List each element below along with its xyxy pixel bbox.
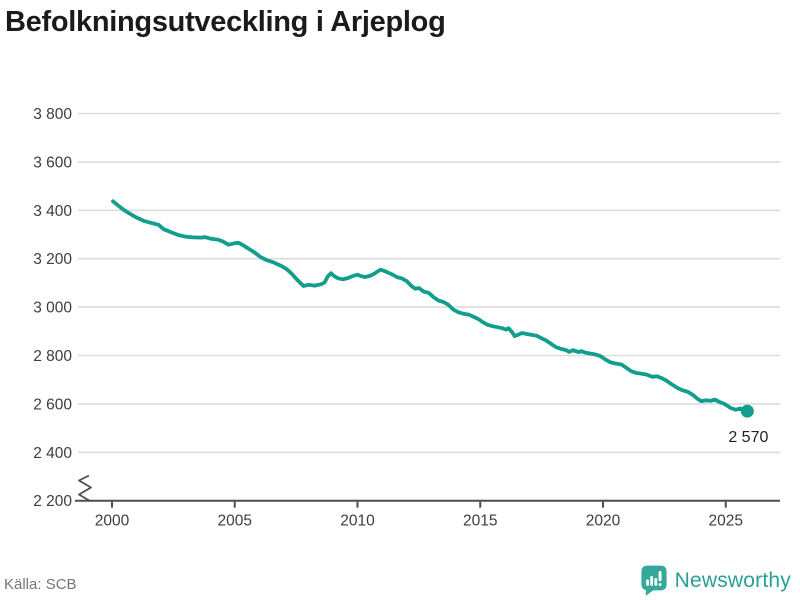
x-axis-tick-label: 2000 [95, 513, 130, 530]
y-axis-tick-label: 3 800 [33, 106, 72, 123]
y-axis-tick-label: 2 200 [33, 493, 72, 510]
x-axis-tick-label: 2025 [709, 513, 743, 530]
source-label: Källa: SCB [4, 576, 77, 593]
logo-exclamation-dot [658, 583, 662, 586]
end-point-dot [740, 404, 754, 418]
logo-bar-2 [649, 575, 653, 586]
y-axis-tick-label: 3 200 [33, 251, 72, 268]
x-axis-tick-label: 2015 [463, 513, 497, 530]
chart-title: Befolkningsutveckling i Arjeplog [5, 6, 446, 38]
newsworthy-wordmark: Newsworthy [674, 569, 791, 592]
y-axis-tick-label: 3 400 [33, 203, 72, 220]
y-axis-break-icon [78, 474, 92, 502]
y-axis-tick-label: 3 600 [33, 154, 72, 171]
population-line [111, 199, 750, 414]
y-axis-tick-label: 2 800 [33, 348, 72, 365]
newsworthy-pin-icon [641, 565, 667, 596]
end-value-label: 2 570 [728, 429, 768, 446]
logo-bar-1 [645, 579, 649, 586]
x-axis-tick-label: 2010 [340, 513, 375, 530]
y-axis-tick-label: 3 000 [33, 300, 72, 317]
logo-bar-3 [653, 578, 657, 586]
y-axis-tick-label: 2 400 [33, 445, 72, 462]
newsworthy-logo: Newsworthy [640, 563, 791, 599]
x-axis-tick-label: 2020 [586, 513, 621, 530]
y-axis-tick-label: 2 600 [33, 396, 72, 413]
x-axis-tick-label: 2005 [218, 513, 252, 530]
logo-exclamation-bar [658, 570, 662, 582]
